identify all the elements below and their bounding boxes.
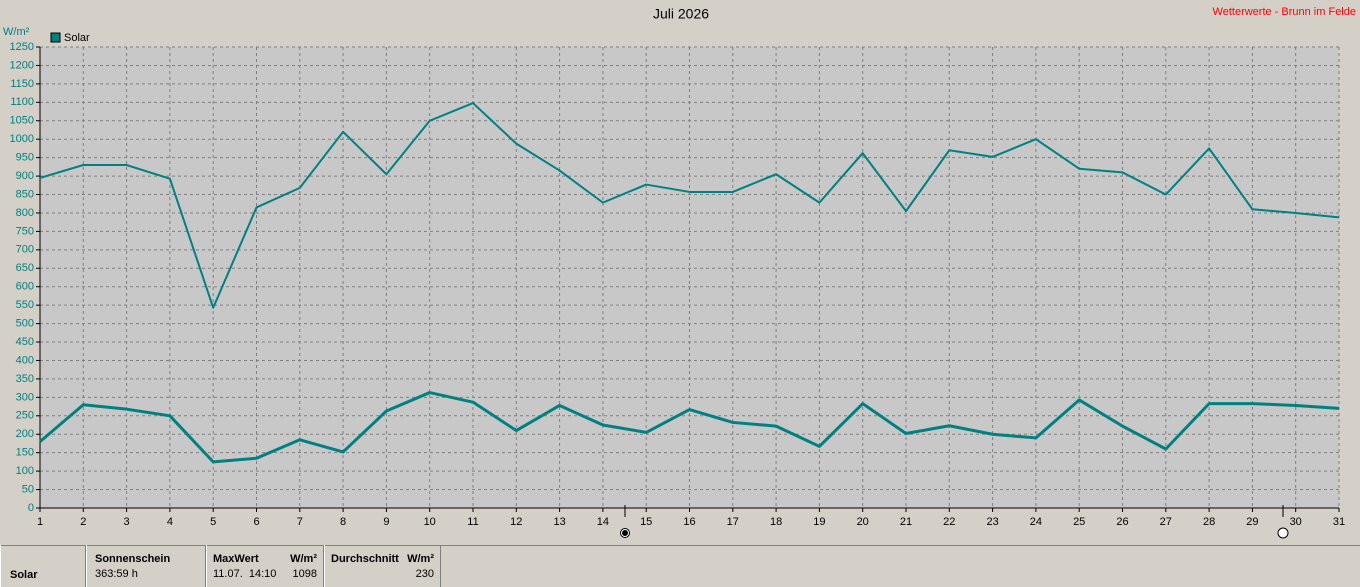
footer-title: MaxWert [213,553,259,565]
y-tick-label: 750 [16,225,34,237]
chart: Juli 2026 Wetterwerte - Brunn im Felde W… [3,6,1356,539]
y-tick-label: 100 [16,465,34,477]
legend-label: Solar [64,32,90,44]
y-tick-label: 1200 [10,59,34,71]
y-tick-label: 400 [16,354,34,366]
y-tick-label: 300 [16,391,34,403]
x-tick-label: 16 [683,516,695,528]
footer-title: Durchschnitt [331,553,399,565]
footer-cell: MaxWert W/m² 11.07. 14:10 1098 [206,545,324,587]
y-tick-label: 450 [16,336,34,348]
x-tick-label: 8 [340,516,346,528]
footer-label: Solar [10,569,38,581]
x-tick-label: 15 [640,516,652,528]
x-tick-label: 20 [857,516,869,528]
y-axis-unit: W/m² [3,26,30,38]
y-tick-label: 50 [22,483,34,495]
series-line [39,102,1340,309]
y-tick-label: 1150 [10,78,34,90]
y-tick-label: 200 [16,428,34,440]
x-tick-label: 10 [424,516,436,528]
footer-title: Sonnenschein [95,553,171,565]
y-tick-label: 150 [16,447,34,459]
x-tick-label: 12 [510,516,522,528]
x-tick-label: 5 [210,516,216,528]
x-tick-label: 3 [124,516,130,528]
x-tick-label: 9 [383,516,389,528]
y-tick-label: 950 [16,152,34,164]
x-tick-label: 2 [80,516,86,528]
full-moon-icon-core [622,530,628,536]
x-tick-label: 29 [1246,516,1258,528]
x-tick-label: 17 [727,516,739,528]
footer-value: 230 [415,568,434,580]
footer [0,545,1360,587]
x-tick-label: 24 [1030,516,1042,528]
series-line [39,391,1340,464]
footer-date: 11.07. 14:10 [213,568,277,580]
y-tick-label: 1000 [10,133,34,145]
x-tick-label: 7 [297,516,303,528]
footer-value: 1098 [292,568,317,580]
x-tick-label: 21 [900,516,912,528]
x-tick-label: 26 [1116,516,1128,528]
y-tick-label: 900 [16,170,34,182]
y-tick-label: 1050 [10,115,34,127]
y-tick-label: 250 [16,410,34,422]
chart-title: Juli 2026 [653,6,709,22]
x-tick-label: 14 [597,516,609,528]
x-tick-label: 30 [1290,516,1302,528]
footer-cell: Durchschnitt W/m² 230 [324,545,441,587]
footer-unit: W/m² [290,553,317,565]
x-tick-label: 23 [986,516,998,528]
x-tick-label: 31 [1333,516,1345,528]
footer-cell: Solar [0,545,86,587]
legend-swatch [50,32,61,43]
y-tick-label: 1100 [10,96,34,108]
x-tick-label: 11 [467,516,478,528]
y-tick-label: 0 [28,502,34,514]
y-tick-label: 500 [16,318,34,330]
y-tick-label: 850 [16,188,34,200]
x-tick-label: 28 [1203,516,1215,528]
y-tick-label: 550 [16,299,34,311]
x-tick-label: 4 [167,516,173,528]
footer-value: 363:59 h [95,568,138,580]
x-tick-label: 27 [1160,516,1172,528]
x-tick-label: 1 [37,516,43,528]
subtitle: Wetterwerte - Brunn im Felde [1213,6,1356,18]
y-tick-label: 800 [16,207,34,219]
x-tick-label: 25 [1073,516,1085,528]
x-tick-label: 18 [770,516,782,528]
footer-unit: W/m² [407,553,434,565]
footer-cell: Sonnenschein 363:59 h [86,545,206,587]
x-tick-label: 13 [553,516,565,528]
x-tick-label: 6 [253,516,259,528]
x-tick-label: 19 [813,516,825,528]
y-tick-label: 350 [16,373,34,385]
y-tick-label: 650 [16,262,34,274]
y-tick-label: 1250 [10,41,34,53]
y-tick-label: 600 [16,281,34,293]
new-moon-icon [1277,527,1289,539]
x-tick-label: 22 [943,516,955,528]
y-tick-label: 700 [16,244,34,256]
